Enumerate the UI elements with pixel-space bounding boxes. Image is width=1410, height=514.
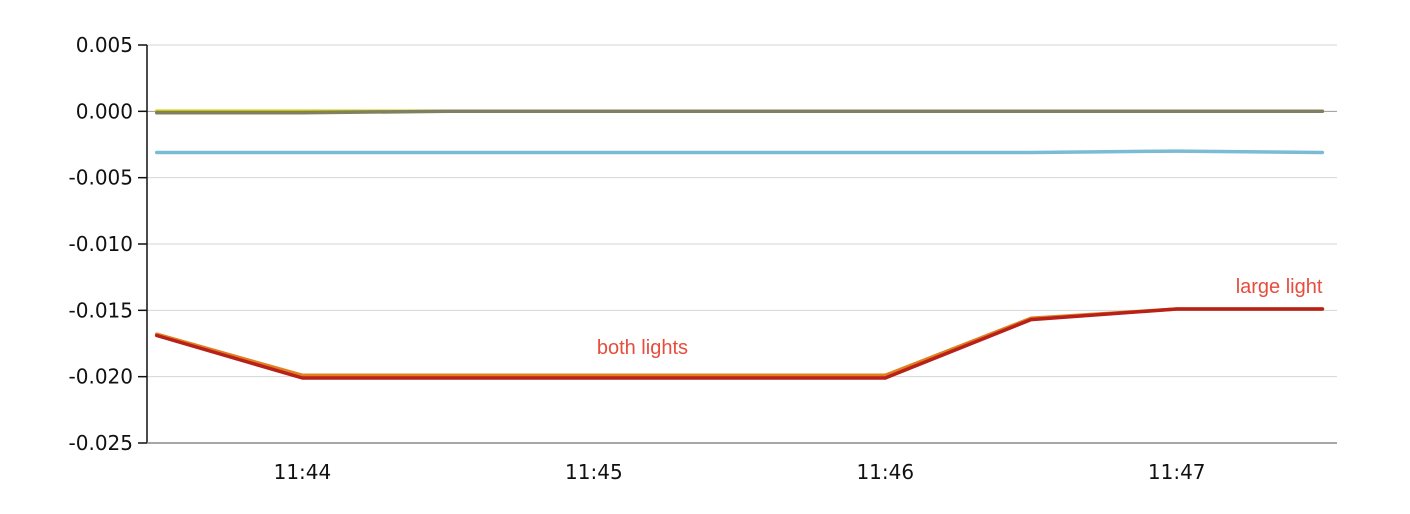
y-tick-label: 0.005	[76, 33, 133, 57]
y-axis-ticks: 0.005 0.000 -0.005 -0.010 -0.015 -0.020 -0.025	[69, 33, 147, 455]
series-lines	[154, 109, 1325, 380]
x-tick-label: 11:46	[856, 460, 914, 484]
x-tick-label: 11:44	[274, 460, 332, 484]
y-tick-label: -0.005	[69, 166, 133, 190]
series-line-2	[154, 109, 1325, 115]
x-tick-label: 11:47	[1148, 460, 1206, 484]
series-line-4	[154, 307, 1325, 378]
y-tick-label: 0.000	[76, 99, 133, 123]
y-tick-label: -0.010	[69, 232, 133, 256]
annotation-label: large light	[1236, 276, 1323, 298]
series-line-3	[154, 149, 1325, 155]
y-tick-label: -0.015	[69, 298, 133, 322]
annotation-label: both lights	[597, 337, 688, 359]
x-axis-ticks: 11:44 11:45 11:46 11:47	[274, 460, 1206, 484]
series-line-5	[154, 307, 1325, 380]
grid-lines	[147, 44, 1337, 444]
x-tick-label: 11:45	[565, 460, 623, 484]
y-tick-label: -0.025	[69, 431, 133, 455]
annotations: both lights large light	[597, 276, 1323, 359]
y-tick-label: -0.020	[69, 365, 133, 389]
